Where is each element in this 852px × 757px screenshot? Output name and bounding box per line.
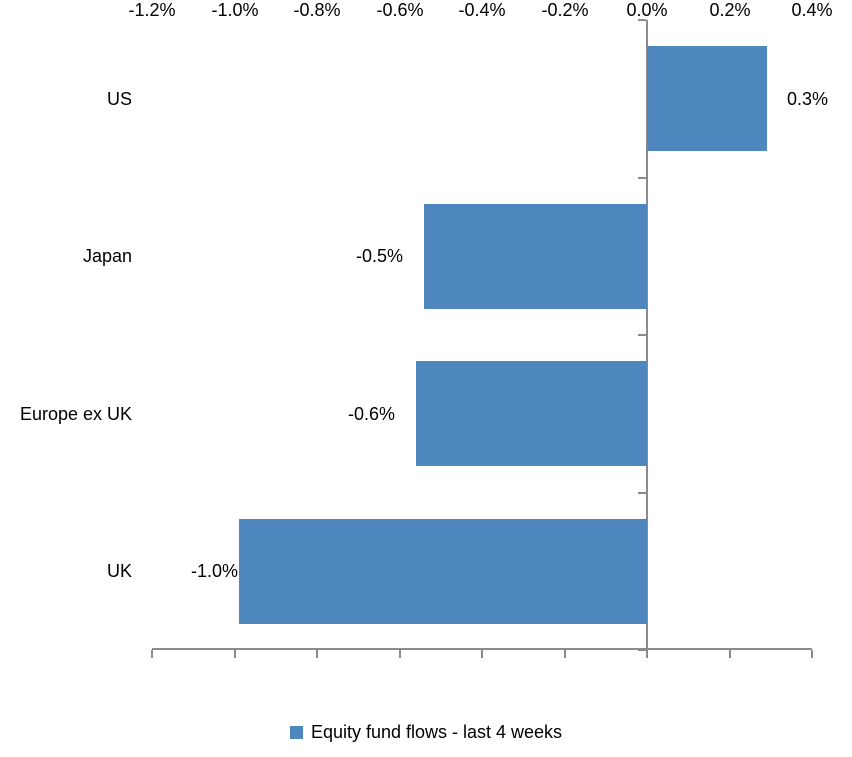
x-axis-tick (729, 650, 731, 658)
bar-us (647, 46, 767, 151)
category-label-japan: Japan (82, 245, 132, 266)
x-axis-tick (316, 650, 318, 658)
x-axis-tick (481, 650, 483, 658)
x-tick-label: -0.2% (541, 0, 589, 20)
legend-marker-icon (289, 725, 303, 739)
x-axis-line (152, 648, 812, 650)
category-tick (638, 177, 646, 179)
bar-europe-ex-uk (416, 361, 647, 466)
category-tick (638, 19, 646, 21)
value-label-us: 0.3% (787, 88, 829, 109)
x-tick-label: 0.2% (709, 0, 751, 20)
x-tick-label: 0.4% (791, 0, 833, 20)
value-label-europe-ex-uk: -0.6% (347, 403, 395, 424)
x-axis-tick (151, 650, 153, 658)
value-label-japan: -0.5% (355, 245, 403, 266)
x-axis-tick (399, 650, 401, 658)
x-tick-label: 0.0% (626, 0, 668, 20)
x-tick-label: -0.8% (293, 0, 341, 20)
x-axis-tick-labels: -1.2% -1.0% -0.8% -0.6% -0.4% -0.2% 0.0% 0.2% 0.… (0, 0, 852, 26)
x-axis-tick (811, 650, 813, 658)
bar-uk (239, 519, 647, 624)
legend-label: Equity fund flows - last 4 weeks (310, 721, 563, 742)
value-label-uk: -1.0% (190, 560, 238, 581)
category-tick (638, 649, 646, 651)
zero-axis-line (646, 20, 648, 658)
category-label-uk: UK (106, 560, 132, 581)
category-tick (638, 492, 646, 494)
x-tick-label: -1.2% (128, 0, 176, 20)
x-tick-label: -0.4% (458, 0, 506, 20)
legend: Equity fund flows - last 4 weeks (0, 718, 852, 746)
x-axis-tick (564, 650, 566, 658)
category-label-us: US (106, 88, 132, 109)
category-tick (638, 334, 646, 336)
x-axis-tick (234, 650, 236, 658)
x-axis-tick (646, 650, 648, 658)
bar-japan (424, 204, 647, 309)
category-label-europe-ex-uk: Europe ex UK (19, 403, 132, 424)
x-tick-label: -1.0% (211, 0, 259, 20)
plot-area: US 0.3% Japan -0.5% Europe ex UK -0.6% UK -1.0% (19, 19, 829, 658)
x-tick-label: -0.6% (376, 0, 424, 20)
